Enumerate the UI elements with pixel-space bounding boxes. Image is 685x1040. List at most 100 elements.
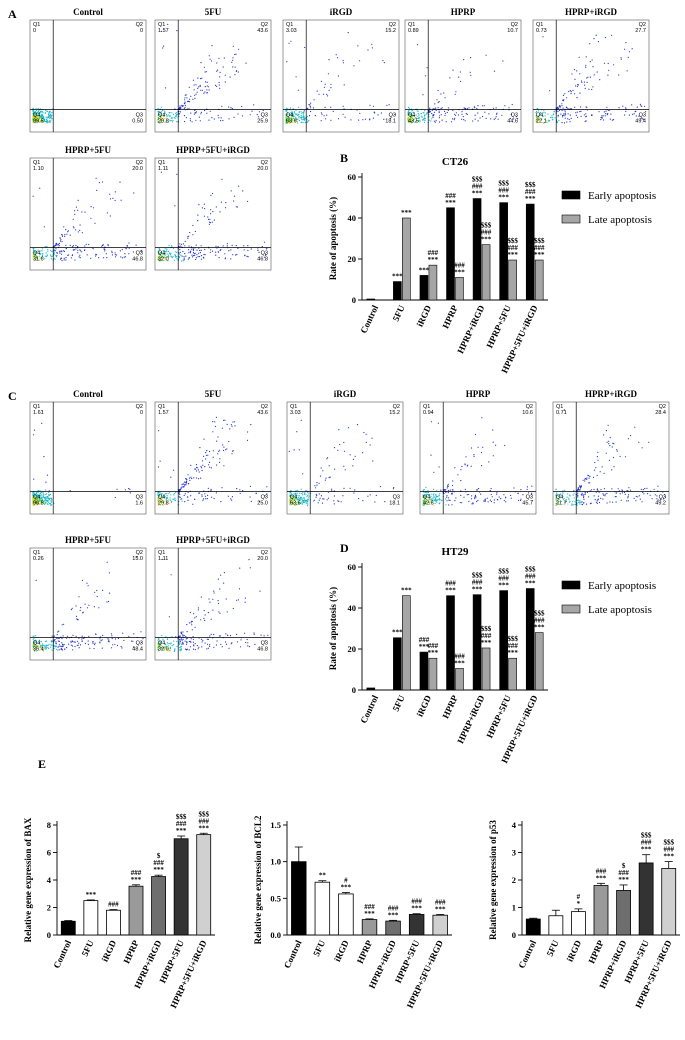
- flow-dot: [179, 105, 180, 106]
- flow-dot: [239, 568, 240, 569]
- flow-dot: [102, 181, 103, 182]
- flow-dot: [587, 492, 588, 493]
- flow-dot: [545, 112, 546, 113]
- flow-dot: [439, 115, 440, 116]
- flow-dot: [189, 480, 190, 481]
- flow-dot: [565, 118, 566, 119]
- flow-dot: [51, 258, 52, 259]
- flow-dot: [321, 114, 322, 115]
- flow-dot: [628, 487, 629, 488]
- flow-dot: [93, 648, 94, 649]
- flow-dot: [115, 252, 116, 253]
- flow-dot: [172, 645, 173, 646]
- flow-dot: [621, 59, 622, 60]
- flow-dot: [167, 24, 168, 25]
- flow-dot: [82, 640, 83, 641]
- flow-dot: [242, 115, 243, 116]
- quadrant-value: 27.7: [635, 28, 646, 34]
- flow-dot: [485, 501, 486, 502]
- flow-plot: 5FUQ11.57Q243.6Q325.9Q429.8: [155, 7, 271, 132]
- flow-dot: [64, 644, 65, 645]
- panel-label: C: [8, 389, 17, 403]
- flow-dot: [64, 236, 65, 237]
- flow-dot: [238, 49, 239, 50]
- flow-dot: [56, 643, 57, 644]
- flow-dot: [393, 488, 394, 489]
- flow-dot: [242, 190, 243, 191]
- flow-dot: [48, 116, 49, 117]
- flow-dot: [237, 641, 238, 642]
- flow-dot: [247, 642, 248, 643]
- flow-dot: [59, 641, 60, 642]
- flow-dot: [195, 120, 196, 121]
- flow-dot: [236, 488, 237, 489]
- quadrant-value: 49.4: [635, 119, 646, 125]
- flow-dot: [301, 493, 302, 494]
- flow-dot: [181, 487, 182, 488]
- flow-dot: [165, 248, 166, 249]
- flow-dot: [66, 234, 67, 235]
- flow-dot: [218, 117, 219, 118]
- flow-dot: [572, 90, 573, 91]
- flow-dot: [190, 495, 191, 496]
- flow-dot: [501, 115, 502, 116]
- flow-dot: [259, 591, 260, 592]
- bar: [367, 688, 375, 690]
- flow-dot: [245, 602, 246, 603]
- flow-dot: [50, 117, 51, 118]
- flow-dot: [90, 258, 91, 259]
- y-tick-label: 1: [512, 903, 516, 913]
- flow-dot: [234, 54, 235, 55]
- flow-dot: [187, 631, 188, 632]
- flow-dot: [199, 471, 200, 472]
- flow-dot: [94, 606, 95, 607]
- flow-dot: [575, 112, 576, 113]
- flow-dot: [210, 490, 211, 491]
- flow-dot: [196, 245, 197, 246]
- flow-title: iRGD: [330, 7, 353, 17]
- flow-dot: [180, 111, 181, 112]
- flow-dot: [117, 645, 118, 646]
- flow-dot: [205, 614, 206, 615]
- flow-dot: [425, 118, 426, 119]
- flow-dot: [429, 108, 430, 109]
- flow-dot: [627, 70, 628, 71]
- flow-dot: [50, 255, 51, 256]
- flow-dot: [216, 206, 217, 207]
- flow-dot: [434, 121, 435, 122]
- flow-dot: [46, 498, 47, 499]
- flow-dot: [98, 607, 99, 608]
- flow-dot: [176, 121, 177, 122]
- flow-dot: [208, 86, 209, 87]
- flow-dot: [193, 252, 194, 253]
- flow-dot: [334, 469, 335, 470]
- flow-plot: HPRP+iRGDQ10.73Q227.7Q349.4Q422.1: [533, 7, 649, 132]
- quadrant-value: 44.6: [507, 119, 518, 125]
- flow-dot: [433, 497, 434, 498]
- flow-dot: [99, 642, 100, 643]
- flow-dot: [161, 107, 162, 108]
- flow-dot: [216, 71, 217, 72]
- flow-dot: [480, 117, 481, 118]
- flow-dot: [114, 644, 115, 645]
- flow-dot: [115, 191, 116, 192]
- flow-dot: [158, 466, 159, 467]
- flow-dot: [127, 245, 128, 246]
- flow-dot: [49, 118, 50, 119]
- flow-dot: [359, 113, 360, 114]
- flow-dot: [609, 445, 610, 446]
- flow-dot: [496, 116, 497, 117]
- flow-dot: [104, 250, 105, 251]
- flow-dot: [91, 206, 92, 207]
- flow-dot: [580, 106, 581, 107]
- flow-dot: [579, 500, 580, 501]
- flow-dot: [632, 114, 633, 115]
- flow-dot: [646, 488, 647, 489]
- flow-dot: [88, 585, 89, 586]
- flow-dot: [184, 495, 185, 496]
- quadrant-value: 36.4: [33, 647, 44, 653]
- flow-dot: [308, 104, 309, 105]
- flow-dot: [247, 245, 248, 246]
- flow-dot: [230, 77, 231, 78]
- flow-dot: [634, 427, 635, 428]
